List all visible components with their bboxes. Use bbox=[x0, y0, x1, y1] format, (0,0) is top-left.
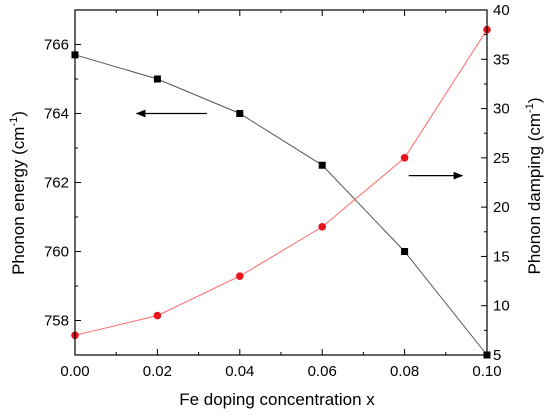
circle-marker bbox=[153, 311, 162, 320]
right-axis-title-close: ) bbox=[525, 97, 544, 103]
square-marker bbox=[318, 161, 326, 169]
axes-layer bbox=[74, 9, 488, 356]
x-tick-label: 0.02 bbox=[143, 363, 172, 380]
plot-frame bbox=[74, 9, 488, 356]
y-right-tick-label: 30 bbox=[493, 101, 510, 118]
x-tick-label: 0.06 bbox=[308, 363, 337, 380]
y-left-tick-label: 758 bbox=[44, 313, 69, 330]
left-axis-title-main: Phonon energy (cm bbox=[9, 127, 28, 275]
y-left-tick-label: 762 bbox=[44, 175, 69, 192]
y-right-tick-label: 25 bbox=[493, 150, 510, 167]
x-tick-label: 0.00 bbox=[60, 363, 89, 380]
y-right-tick-label: 20 bbox=[493, 199, 510, 216]
series-layer bbox=[71, 25, 491, 359]
x-tick-label: 0.10 bbox=[472, 363, 501, 380]
y-left-tick-label: 766 bbox=[44, 37, 69, 54]
y-right-tick-label: 40 bbox=[493, 2, 510, 19]
series-line bbox=[74, 54, 488, 356]
labels-layer: 0.00 0.02 0.04 0.06 0.08 0.10 758 760 762 764 766 5… bbox=[44, 2, 510, 380]
circle-marker bbox=[400, 154, 409, 162]
damping-series bbox=[71, 25, 491, 340]
square-marker bbox=[236, 110, 244, 117]
y-right-tick-label: 35 bbox=[493, 51, 510, 68]
x-axis-title: Fe doping concentration x bbox=[179, 390, 375, 409]
square-marker bbox=[153, 75, 161, 83]
right-axis-title-superscript: -1 bbox=[524, 103, 536, 113]
energy-series bbox=[71, 51, 491, 359]
left-axis-title-close: ) bbox=[9, 111, 28, 117]
circle-marker bbox=[236, 272, 244, 280]
x-tick-label: 0.04 bbox=[225, 363, 254, 380]
y-right-tick-label: 15 bbox=[493, 248, 510, 265]
circle-marker bbox=[318, 223, 327, 231]
y-left-tick-label: 760 bbox=[44, 244, 69, 261]
right-axis-title: Phonon damping (cm-1) bbox=[524, 97, 544, 274]
square-marker bbox=[401, 248, 409, 255]
annotation-layer bbox=[135, 109, 464, 180]
left-axis-title-superscript: -1 bbox=[8, 117, 20, 127]
right-axis-title-main: Phonon damping (cm bbox=[525, 113, 544, 275]
y-left-tick-label: 764 bbox=[44, 106, 69, 123]
series-line bbox=[74, 29, 488, 336]
y-right-tick-label: 5 bbox=[493, 347, 501, 364]
y-right-tick-label: 10 bbox=[493, 298, 510, 315]
left-axis-title: Phonon energy (cm-1) bbox=[8, 111, 28, 275]
x-tick-label: 0.08 bbox=[390, 363, 419, 380]
